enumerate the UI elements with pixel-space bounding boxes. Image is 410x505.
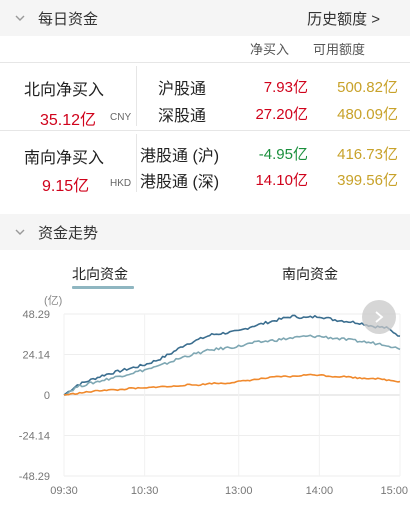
chevron-right-icon [375,311,384,323]
row-net-hk-connect-sh: -4.95亿 [258,146,308,163]
southbound-unit: HKD [110,178,132,189]
row-name-sz-connect: 深股通 [158,108,207,125]
tab-southbound[interactable]: 南向资金 [282,266,338,282]
x-tick-label: 14:00 [306,485,334,497]
tab-northbound[interactable]: 北向资金 [72,266,128,282]
y-unit-label: (亿) [44,294,62,307]
row-quota-hk-connect-sh: 416.73亿 [337,146,398,163]
northbound-label: 北向净买入 [24,82,105,99]
y-tick-label: 48.29 [22,309,50,321]
row-name-hk-connect-sh: 港股通 (沪) [140,148,220,165]
divider [136,134,137,192]
y-tick-label: 0 [44,390,50,402]
row-name-sh-connect: 沪股通 [158,81,207,98]
history-quota-link[interactable]: 历史额度 > [307,10,380,28]
y-tick-label: 24.14 [22,350,50,362]
x-tick-label: 13:00 [225,485,253,497]
chevron-down-icon[interactable] [14,12,26,24]
northbound-value: 35.12亿 [40,112,97,129]
daily-funds-title: 每日资金 [38,10,99,28]
x-tick-label: 15:00 [380,485,408,497]
row-quota-hk-connect-sz: 399.56亿 [337,172,398,189]
divider [0,130,410,131]
row-quota-sh-connect: 500.82亿 [337,79,398,96]
southbound-value: 9.15亿 [42,178,90,195]
row-net-sz-connect: 27.20亿 [255,106,308,123]
series-line-dark [63,314,401,396]
col-header-quota: 可用额度 [313,42,366,57]
trend-chart-panel: 北向资金 南向资金 (亿) 48.29 24.14 0 -24.14 -48.29 09… [0,254,410,505]
y-tick-label: -48.29 [19,471,50,483]
row-net-sh-connect: 7.93亿 [263,79,308,96]
chart-next-button[interactable] [362,300,396,334]
col-header-net: 净买入 [250,42,290,57]
chevron-down-icon[interactable] [14,226,26,238]
active-tab-indicator [72,286,134,289]
northbound-unit: CNY [110,112,132,123]
x-tick-label: 09:30 [50,485,78,497]
x-tick-label: 10:30 [131,485,159,497]
capital-flow-chart: (亿) 48.29 24.14 0 -24.14 -48.29 09:30 10:30 13… [19,294,408,497]
row-quota-sz-connect: 480.09亿 [337,106,398,123]
row-net-hk-connect-sz: 14.10亿 [255,172,308,189]
row-name-hk-connect-sz: 港股通 (深) [140,174,220,191]
series-line-orange [63,373,401,396]
y-tick-label: -24.14 [19,430,50,442]
daily-funds-header: 每日资金 历史额度 > [0,0,410,36]
divider [136,66,137,126]
southbound-label: 南向净买入 [24,150,105,167]
trend-header: 资金走势 [0,214,410,250]
series-line-light [63,334,401,396]
trend-title: 资金走势 [38,224,99,242]
divider [0,62,410,63]
